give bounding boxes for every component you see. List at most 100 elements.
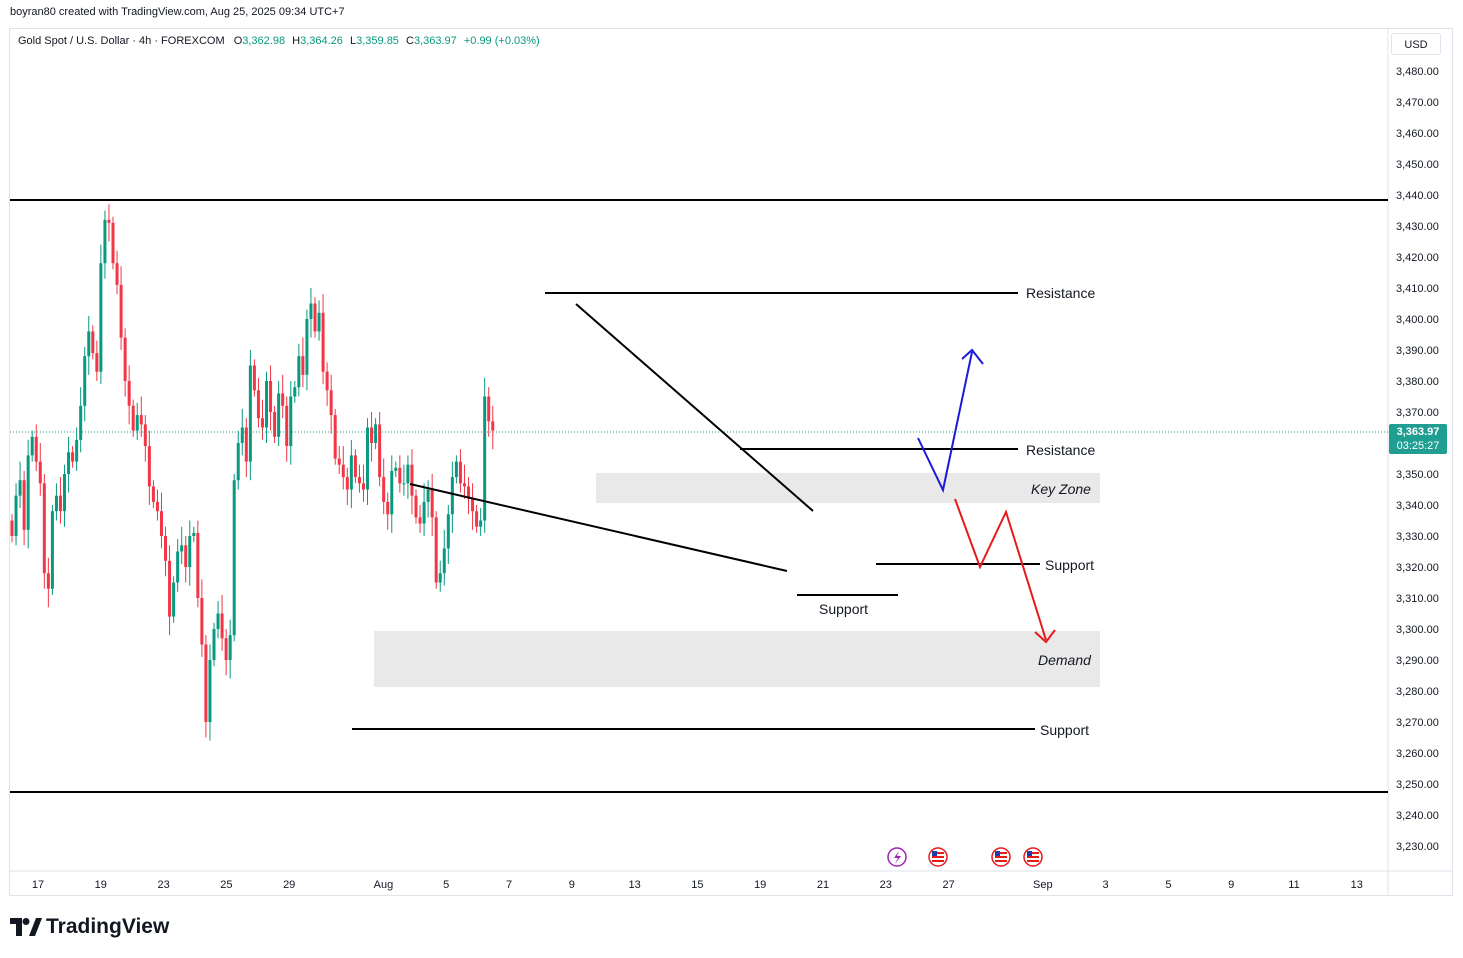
candle-body	[422, 501, 426, 524]
price-tick-label: 3,480.00	[1396, 66, 1439, 78]
price-axis[interactable]: 3,480.00 3,470.00 3,460.00 3,450.00 3,440.00…	[1396, 66, 1439, 853]
candle-body	[390, 470, 394, 515]
candles	[10, 204, 495, 741]
candle-body	[212, 629, 216, 660]
demand-zone-rect	[374, 631, 1100, 687]
bearish-projection[interactable]	[954, 498, 1056, 644]
candle-body	[192, 532, 196, 536]
currency-selector[interactable]: USD	[1391, 33, 1441, 55]
time-tick-label: 13	[1351, 879, 1363, 891]
candle-body	[228, 635, 232, 660]
candle-body	[58, 495, 62, 512]
support-label-low: Support	[819, 601, 868, 617]
demand-label: Demand	[1038, 652, 1092, 668]
low-label: L	[349, 35, 357, 47]
price-tick-label: 3,260.00	[1396, 748, 1439, 760]
candle-body	[361, 483, 365, 490]
candle-body	[30, 436, 34, 456]
candle-body	[378, 424, 382, 478]
candle-body	[115, 263, 119, 285]
candle-body	[471, 498, 475, 512]
chart-credit: boyran80 created with TradingView.com, A…	[10, 6, 345, 18]
candle-body	[260, 418, 264, 428]
upper-trendline[interactable]	[575, 303, 814, 512]
bar-countdown: 03:25:27	[1396, 440, 1440, 452]
price-tick-label: 3,300.00	[1396, 624, 1439, 636]
time-tick-label: 25	[220, 879, 232, 891]
candle-body	[103, 219, 107, 264]
candle-body	[75, 439, 79, 462]
candle-body	[269, 381, 273, 412]
close-label: C	[406, 35, 414, 47]
candle-body	[345, 477, 349, 490]
candle-body	[99, 263, 103, 372]
candle-body	[491, 421, 495, 431]
candle-body	[164, 536, 168, 561]
time-tick-label: 9	[1228, 879, 1234, 891]
price-tick-label: 3,240.00	[1396, 810, 1439, 822]
candle-body	[22, 480, 26, 530]
candle-body	[83, 356, 87, 406]
candle-body	[329, 390, 333, 416]
time-tick-label: 27	[942, 879, 954, 891]
candle-body	[95, 353, 99, 372]
price-tick-label: 3,270.00	[1396, 717, 1439, 729]
bullish-projection[interactable]	[917, 348, 984, 494]
price-tick-label: 3,340.00	[1396, 500, 1439, 512]
lightning-event-icon[interactable]	[887, 847, 907, 867]
high-label: H	[292, 35, 301, 47]
candle-body	[67, 452, 71, 474]
last-price-tag: 3,363.97 03:25:27	[1389, 424, 1447, 454]
brand-name: TradingView	[46, 915, 170, 938]
time-tick-label: 19	[754, 879, 766, 891]
candle-body	[325, 371, 329, 391]
candle-body	[46, 573, 50, 589]
candle-body	[467, 486, 471, 499]
us-flag-event-icon[interactable]	[1023, 847, 1043, 867]
candle-body	[252, 365, 256, 391]
price-tick-label: 3,310.00	[1396, 593, 1439, 605]
time-tick-label: 11	[1288, 879, 1299, 891]
candle-body	[54, 495, 58, 512]
candle-body	[450, 477, 454, 515]
candle-body	[172, 582, 176, 617]
candle-body	[357, 477, 361, 484]
candle-body	[462, 483, 466, 487]
candle-body	[273, 412, 277, 437]
candle-body	[42, 483, 46, 574]
us-flag-event-icon[interactable]	[991, 847, 1011, 867]
time-tick-label: 29	[283, 879, 295, 891]
price-tick-label: 3,430.00	[1396, 221, 1439, 233]
time-tick-label: Aug	[374, 879, 394, 891]
candle-body	[426, 489, 430, 502]
candle-body	[14, 495, 18, 536]
close-value: 3,363.97	[413, 35, 457, 47]
candle-body	[410, 464, 414, 496]
lower-trendline[interactable]	[409, 483, 788, 572]
chart-frame	[9, 28, 1453, 896]
time-axis[interactable]: 17 19 23 25 29 Aug 5 7 9 13 15 19 21 23 27 Sep 3 5 9 11 13	[32, 879, 1363, 891]
time-tick-label: 19	[95, 879, 107, 891]
symbol-title[interactable]: Gold Spot / U.S. Dollar · 4h · FOREXCOM	[18, 35, 225, 47]
time-tick-label: 15	[691, 879, 703, 891]
price-tick-label: 3,350.00	[1396, 469, 1439, 481]
time-tick-label: 9	[569, 879, 575, 891]
candle-body	[176, 551, 180, 583]
candle-body	[256, 390, 260, 419]
candle-body	[341, 464, 345, 478]
candle-body	[301, 356, 305, 375]
candle-body	[475, 511, 479, 527]
candle-body	[244, 427, 248, 462]
candle-body	[289, 396, 293, 447]
candle-body	[18, 480, 22, 496]
candle-body	[220, 613, 224, 639]
tradingview-logo[interactable]: TradingView	[10, 915, 169, 939]
candle-body	[333, 415, 337, 459]
price-tick-label: 3,400.00	[1396, 314, 1439, 326]
candle-body	[135, 415, 139, 431]
last-price-value: 3,363.97	[1396, 426, 1440, 438]
candle-body	[107, 219, 111, 223]
us-flag-event-icon[interactable]	[928, 847, 948, 867]
high-value: 3,364.26	[300, 35, 343, 47]
